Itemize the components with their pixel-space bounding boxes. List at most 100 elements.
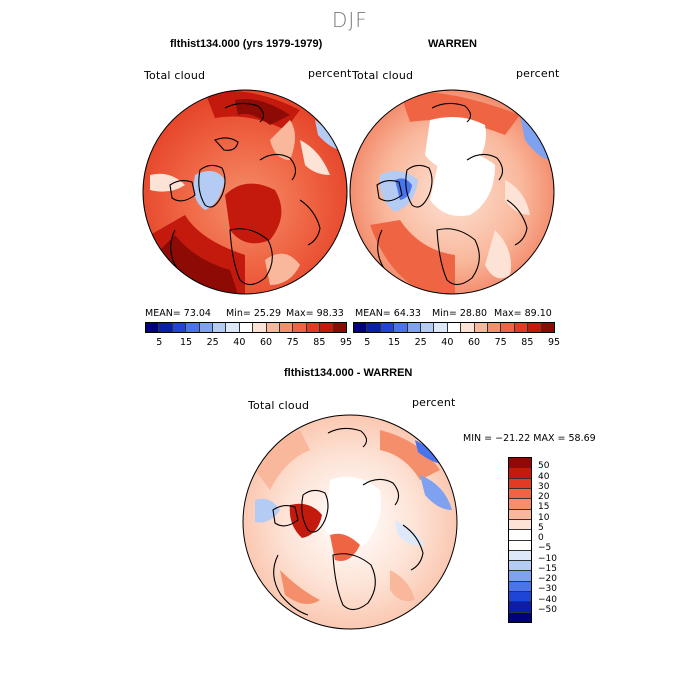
colorbar-swatch [354,323,368,332]
colorbar-tick-label: 5 [364,337,371,348]
colorbar-swatch [199,323,214,332]
colorbar-tick-label: 15 [538,502,550,513]
colorbar-swatch [172,323,187,332]
colorbar-tick-label: −10 [538,553,557,564]
colorbar-tick-label: 0 [538,533,544,543]
panel2-min: Min= 28.80 [432,308,488,319]
colorbar-swatch [421,323,435,332]
colorbar-swatch [213,323,227,332]
colorbar-swatch [509,488,531,500]
map2-field [350,90,554,294]
map3-field [243,415,457,629]
colorbar-swatch [541,323,555,332]
map3-coastlines [272,427,424,616]
colorbar-swatch [509,540,531,551]
colorbar-swatch [509,602,531,613]
colorbar-tick-label: 40 [441,337,454,348]
panel1-units: percent [308,67,352,80]
panel1-mean: MEAN= 73.04 [145,308,211,319]
colorbar-tick-label: 60 [467,337,481,348]
colorbar-swatch [509,561,531,572]
colorbar-tick-label: 40 [233,337,246,348]
colorbar-swatch [509,571,531,582]
colorbar-swatch [447,323,462,332]
colorbar-swatch [509,519,531,531]
colorbar-tick-label: 75 [494,337,507,348]
panel1-variable: Total cloud [144,69,206,82]
colorbar-swatch [509,592,531,603]
colorbar-tick-label: 85 [521,337,534,348]
colorbar-tick-label: 25 [206,337,219,348]
colorbar-tick-label: 5 [156,337,163,348]
colorbar-swatch [394,323,408,332]
colorbar-swatch [434,323,448,332]
panel3-range: MIN = −21.22 MAX = 58.69 [463,433,596,444]
colorbar-tick-label: 25 [414,337,427,348]
colorbar-swatch [501,323,515,332]
colorbar-swatch [514,323,529,332]
colorbar-swatch [509,612,531,622]
panel1-max: Max= 98.33 [286,308,344,319]
colorbar-swatch [474,323,489,332]
map1-field [143,90,347,294]
colorbar-swatch [461,323,475,332]
colorbar-tick-label: −15 [538,563,557,574]
colorbar-swatch [509,499,531,510]
colorbar-swatch [509,458,531,469]
panel1-colorbar [145,322,347,333]
panel2-mean: MEAN= 64.33 [355,308,421,319]
colorbar-swatch [333,323,347,332]
colorbar-tick-label: −40 [538,594,557,605]
colorbar-swatch [509,550,531,562]
colorbar-swatch [407,323,422,332]
colorbar-tick-label: 40 [538,471,550,482]
colorbar-tick-label: 15 [387,337,401,348]
colorbar-tick-label: 60 [259,337,273,348]
colorbar-tick-label: 75 [286,337,299,348]
map2-coastlines [376,102,528,291]
colorbar-tick-label: 30 [538,481,550,492]
colorbar-swatch [159,323,173,332]
colorbar-swatch [239,323,254,332]
map2-outline [349,89,555,295]
season-title: DJF [332,8,368,32]
panel2-units: percent [516,67,560,80]
colorbar-swatch [509,530,531,541]
colorbar-tick-label: −20 [538,574,557,584]
colorbar-swatch [509,478,531,489]
colorbar-tick-label: 95 [339,337,353,348]
colorbar-swatch [226,323,240,332]
colorbar-swatch [280,323,294,332]
colorbar-swatch [488,323,502,332]
colorbar-swatch [528,323,542,332]
colorbar-tick-label: 85 [313,337,326,348]
map1-coastlines [169,102,321,291]
colorbar-tick-label: 20 [538,492,550,502]
panel2-max: Max= 89.10 [494,308,552,319]
colorbar-swatch [509,468,531,479]
colorbar-swatch [146,323,160,332]
panel3-units: percent [412,396,456,409]
colorbar-swatch [306,323,321,332]
panel2-variable: Total cloud [352,69,414,82]
colorbar-swatch [367,323,381,332]
map1-outline [142,89,348,295]
colorbar-tick-label: 5 [538,522,544,533]
colorbar-tick-label: −5 [538,543,552,554]
colorbar-tick-label: 10 [538,512,550,523]
panel3-colorbar [508,457,532,623]
panel2-title: WARREN [428,38,477,50]
colorbar-tick-label: 95 [547,337,561,348]
colorbar-tick-label: 15 [179,337,193,348]
colorbar-tick-label: −50 [538,604,557,615]
colorbar-swatch [320,323,334,332]
panel2-colorbar [353,322,555,333]
colorbar-swatch [509,581,531,593]
panel1-title: flthist134.000 (yrs 1979-1979) [170,38,323,50]
colorbar-swatch [509,509,531,520]
colorbar-swatch [380,323,395,332]
colorbar-tick-label: 50 [538,461,550,472]
colorbar-swatch [293,323,307,332]
